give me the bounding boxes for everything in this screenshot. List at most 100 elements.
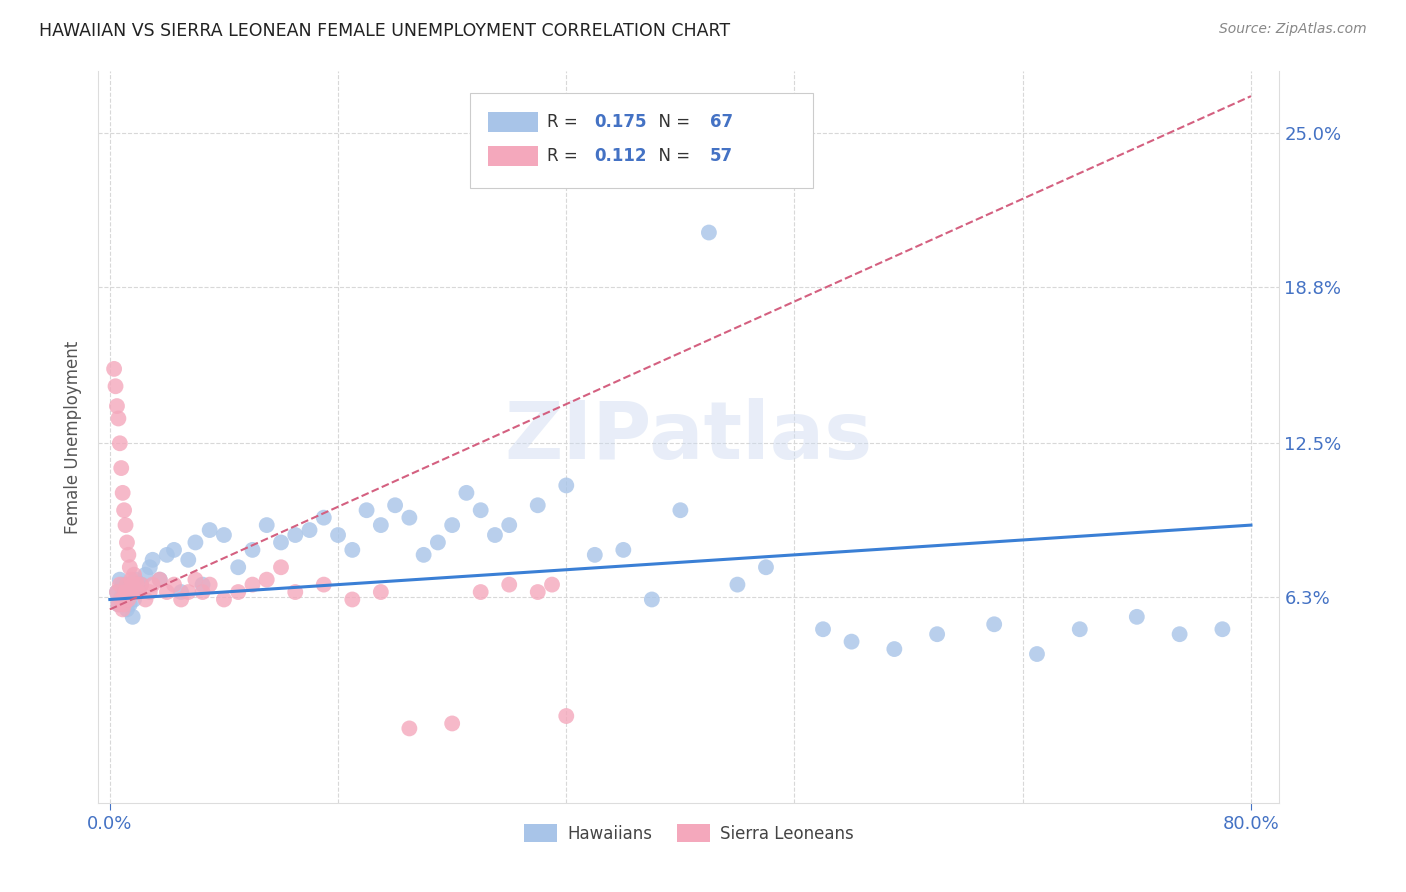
Point [256, 573, 278, 587]
Point [121, 577, 143, 591]
Point [120, 573, 142, 587]
Point [122, 567, 145, 582]
FancyBboxPatch shape [488, 146, 537, 167]
Point [541, 577, 564, 591]
Point [284, 585, 307, 599]
Point [108, 577, 131, 591]
Point [1126, 610, 1149, 624]
Point [125, 577, 148, 591]
Point [170, 585, 193, 599]
Point [426, 535, 449, 549]
Point [118, 560, 141, 574]
Point [191, 577, 214, 591]
Text: R =: R = [547, 147, 583, 165]
Point [118, 598, 141, 612]
Point [129, 577, 152, 591]
Point [134, 567, 156, 582]
Point [198, 523, 221, 537]
Point [256, 518, 278, 533]
Y-axis label: Female Unemployment: Female Unemployment [65, 341, 83, 533]
Point [270, 560, 292, 574]
Point [226, 585, 249, 599]
Point [114, 585, 136, 599]
Point [114, 518, 136, 533]
Point [111, 486, 134, 500]
Point [115, 577, 138, 591]
Point [456, 486, 478, 500]
Point [115, 602, 138, 616]
Point [841, 634, 863, 648]
Point [342, 542, 364, 557]
Text: ZIPatlas: ZIPatlas [505, 398, 873, 476]
Point [110, 592, 132, 607]
Point [110, 461, 132, 475]
Point [191, 585, 214, 599]
Point [198, 577, 221, 591]
Point [117, 548, 139, 562]
Point [142, 553, 165, 567]
Point [105, 585, 128, 599]
Point [470, 503, 492, 517]
Point [129, 577, 152, 591]
Point [149, 573, 172, 587]
Point [697, 226, 720, 240]
Point [441, 716, 464, 731]
Point [212, 592, 235, 607]
Point [111, 602, 134, 616]
FancyBboxPatch shape [488, 112, 537, 132]
Point [139, 560, 162, 574]
Point [555, 709, 578, 723]
Point [111, 577, 134, 591]
Point [811, 622, 834, 636]
Point [163, 542, 186, 557]
Point [139, 585, 162, 599]
Point [104, 379, 127, 393]
Point [927, 627, 949, 641]
Point [526, 585, 548, 599]
Point [117, 588, 139, 602]
Point [120, 577, 142, 591]
Point [149, 573, 172, 587]
Text: 0.175: 0.175 [595, 112, 647, 131]
Point [184, 535, 207, 549]
Point [1168, 627, 1191, 641]
Point [669, 503, 692, 517]
Point [120, 585, 142, 599]
Point [127, 585, 149, 599]
Point [170, 592, 193, 607]
Point [103, 362, 125, 376]
Point [583, 548, 606, 562]
Text: N =: N = [648, 147, 695, 165]
Text: HAWAIIAN VS SIERRA LEONEAN FEMALE UNEMPLOYMENT CORRELATION CHART: HAWAIIAN VS SIERRA LEONEAN FEMALE UNEMPL… [39, 22, 731, 40]
Point [484, 528, 506, 542]
Point [124, 573, 146, 587]
Point [470, 585, 492, 599]
Text: N =: N = [648, 112, 695, 131]
Point [441, 518, 464, 533]
Point [108, 573, 131, 587]
Point [226, 560, 249, 574]
Point [124, 585, 146, 599]
Text: 57: 57 [710, 147, 734, 165]
Point [107, 598, 129, 612]
Point [356, 503, 378, 517]
Point [398, 510, 420, 524]
Point [312, 510, 335, 524]
Point [184, 573, 207, 587]
Point [498, 577, 520, 591]
Text: Source: ZipAtlas.com: Source: ZipAtlas.com [1219, 22, 1367, 37]
Point [114, 582, 136, 597]
Point [384, 498, 406, 512]
Point [555, 478, 578, 492]
Point [127, 585, 149, 599]
Point [110, 590, 132, 604]
Point [312, 577, 335, 591]
Point [112, 503, 135, 517]
Point [121, 610, 143, 624]
Point [112, 592, 135, 607]
Point [177, 553, 200, 567]
Point [526, 498, 548, 512]
Point [883, 642, 905, 657]
Point [412, 548, 434, 562]
Point [1211, 622, 1233, 636]
